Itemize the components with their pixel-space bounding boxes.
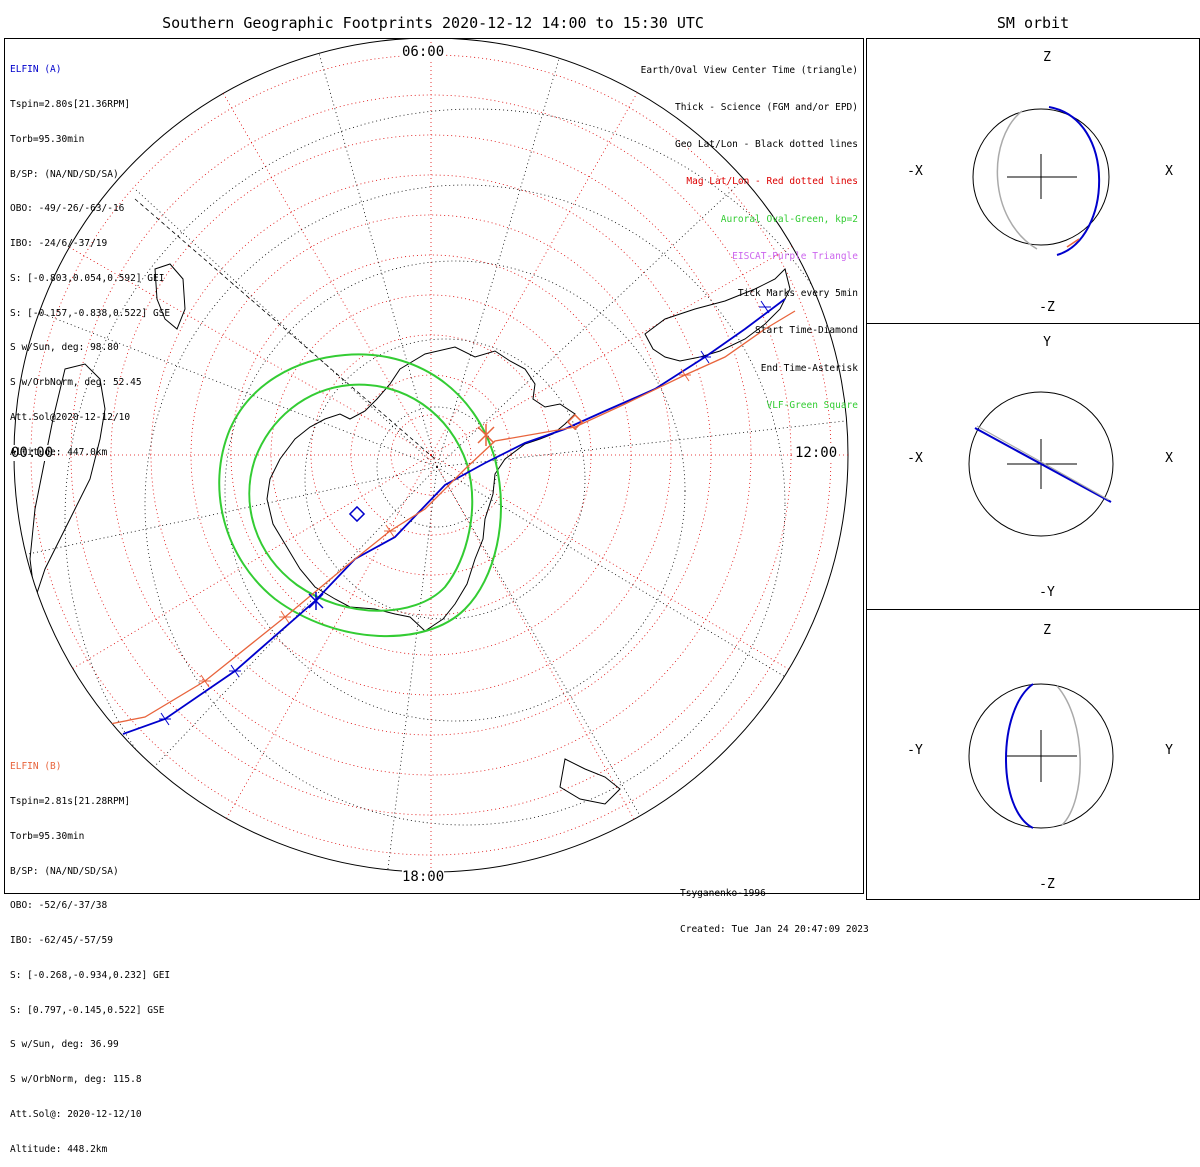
legend-entry: Mag Lat/Lon - Red dotted lines xyxy=(686,176,858,188)
elfin-b-line: OBO: -52/6/-37/38 xyxy=(10,900,108,912)
axis-label-bottom: -Y xyxy=(1039,585,1055,600)
orbit-plot-yz: Z -Z -Y Y xyxy=(907,623,1173,892)
elfin-b-line: Att.Sol@: 2020-12-12/10 xyxy=(10,1109,142,1120)
axis-label-left: -X xyxy=(907,164,923,179)
elfin-b-start-diamond xyxy=(566,413,584,431)
elfin-a-line: S: [-0.157,-0.838,0.522] GSE xyxy=(10,307,171,319)
elfin-b-line: B/SP: (NA/ND/SD/SA) xyxy=(10,865,119,877)
view-center-line xyxy=(134,198,436,460)
axis-label-top: Z xyxy=(1043,623,1051,638)
axis-label-bottom: -Z xyxy=(1039,300,1055,315)
elfin-b-end-asterisk xyxy=(477,424,495,446)
elfin-b-name: ELFIN (B) xyxy=(10,761,62,773)
elfin-a-line: Att.Sol@2020-12-12/10 xyxy=(10,412,131,423)
axis-label-right: Y xyxy=(1165,743,1173,758)
orbit-panel-title: SM orbit xyxy=(996,14,1070,32)
elfin-b-line: Altitude: 448.2km xyxy=(10,1143,108,1155)
elfin-a-line: Torb=95.30min xyxy=(10,133,85,145)
footprint-map xyxy=(13,39,849,873)
legend-entry: Auroral Oval-Green, kp=2 xyxy=(720,213,858,225)
elfin-a-line: Altitude: 447.0km xyxy=(10,446,108,458)
elfin-b-ticks xyxy=(199,368,691,688)
legend-entry: EISCAT-Purple Triangle xyxy=(732,250,858,262)
australia-coastline xyxy=(29,363,106,600)
elfin-b-line: S w/Sun, deg: 36.99 xyxy=(10,1039,119,1051)
africa-coastline xyxy=(559,758,621,805)
elfin-b-trace xyxy=(109,310,796,725)
geo-lon-lines xyxy=(14,39,848,872)
elfin-a-end-asterisk xyxy=(308,592,324,610)
elfin-b-line: Tspin=2.81s[21.28RPM] xyxy=(10,795,131,807)
orbit-plot-xy: Y -Y -X X xyxy=(907,335,1173,600)
axis-label-top: Y xyxy=(1043,335,1051,350)
plot-title: Southern Geographic Footprints 2020-12-1… xyxy=(162,14,704,32)
elfin-a-trace xyxy=(122,298,786,735)
legend-entry: Tick Marks every 5min xyxy=(737,288,858,300)
legend-entry: Earth/Oval View Center Time (triangle) xyxy=(640,64,858,76)
orbit-panel-xy: Y -Y -X X xyxy=(866,323,1200,610)
axis-label-right: X xyxy=(1165,451,1173,466)
elfin-a-name: ELFIN (A) xyxy=(10,64,62,76)
axis-label-top: Z xyxy=(1043,50,1051,65)
antarctica-coastline xyxy=(266,346,576,632)
auroral-oval-inner xyxy=(248,383,474,612)
elfin-b-info: ELFIN (B) Tspin=2.81s[21.28RPM] Torb=95.… xyxy=(10,738,170,1167)
elfin-b-line: S: [-0.268,-0.934,0.232] GEI xyxy=(10,969,171,981)
elfin-b-line: Torb=95.30min xyxy=(10,830,85,842)
elfin-a-start-diamond xyxy=(348,505,366,523)
footer: Tsyganenko-1996 Created: Tue Jan 24 20:4… xyxy=(680,864,869,948)
legend-entry: Start Time-Diamond xyxy=(755,325,858,337)
axis-label-left: -X xyxy=(907,451,923,466)
time-label-right: 12:00 xyxy=(795,445,838,461)
legend-entry: End Time-Asterisk xyxy=(760,362,858,374)
axis-label-bottom: -Z xyxy=(1039,877,1055,892)
footprint-map-frame: 06:00 00:00 12:00 18:00 xyxy=(4,38,864,894)
new-zealand-coastline xyxy=(154,263,186,330)
elfin-b-line: IBO: -62/45/-57/59 xyxy=(10,935,113,947)
south-america-coastline xyxy=(644,268,791,362)
elfin-a-line: B/SP: (NA/ND/SD/SA) xyxy=(10,168,119,180)
elfin-a-info: ELFIN (A) Tspin=2.80s[21.36RPM] Torb=95.… xyxy=(10,41,170,470)
elfin-a-line: IBO: -24/6/-37/19 xyxy=(10,238,108,250)
elfin-a-ticks xyxy=(159,300,771,726)
time-label-bottom: 18:00 xyxy=(402,869,445,885)
time-label-top: 06:00 xyxy=(402,44,445,60)
orbit-panel-yz: Z -Z -Y Y xyxy=(866,609,1200,900)
elfin-a-line: OBO: -49/-26/-63/-16 xyxy=(10,203,125,215)
auroral-oval-outer xyxy=(218,353,502,638)
legend-entry: VLF-Green Square xyxy=(766,399,858,411)
legend: Earth/Oval View Center Time (triangle) T… xyxy=(641,40,858,425)
elfin-a-line: S w/Sun, deg: 98.80 xyxy=(10,342,119,354)
orbit-plot-xz: Z -Z -X X xyxy=(907,50,1173,315)
orbit-panel-xz: Z -Z -X X xyxy=(866,38,1200,324)
elfin-b-line: S: [0.797,-0.145,0.522] GSE xyxy=(10,1004,165,1016)
elfin-b-line: S w/OrbNorm, deg: 115.8 xyxy=(10,1074,142,1086)
axis-label-left: -Y xyxy=(907,743,923,758)
elfin-a-line: S: [-0.803,0.054,0.592] GEI xyxy=(10,272,165,284)
axis-label-right: X xyxy=(1165,164,1173,179)
model-label: Tsyganenko-1996 xyxy=(680,888,766,899)
elfin-a-line: S w/OrbNorm, deg: 52.45 xyxy=(10,377,142,389)
legend-entry: Thick - Science (FGM and/or EPD) xyxy=(674,102,858,114)
elfin-a-line: Tspin=2.80s[21.36RPM] xyxy=(10,98,131,110)
legend-entry: Geo Lat/Lon - Black dotted lines xyxy=(674,139,858,151)
time-label-left: 00:00 xyxy=(11,445,54,461)
created-label: Created: Tue Jan 24 20:47:09 2023 xyxy=(680,924,869,935)
